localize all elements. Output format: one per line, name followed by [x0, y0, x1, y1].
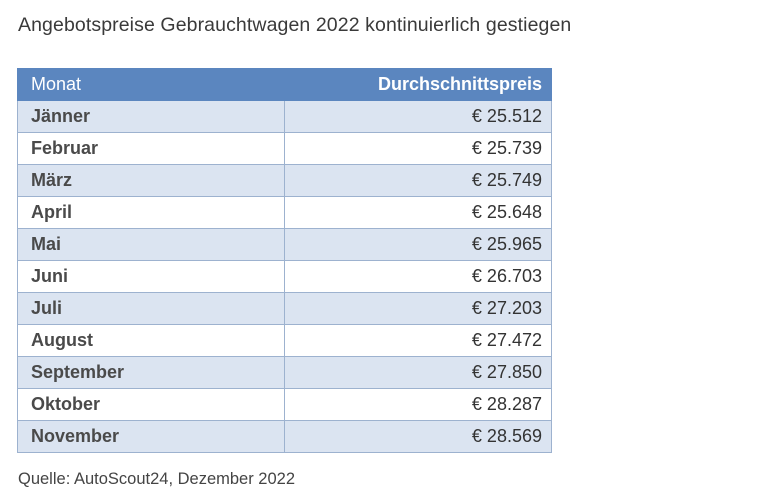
price-cell: € 27.472	[284, 324, 552, 357]
chart-title: Angebotspreise Gebrauchtwagen 2022 konti…	[18, 14, 572, 36]
column-header-month: Monat	[17, 68, 285, 101]
price-cell: € 27.850	[284, 356, 552, 389]
table-row: Februar € 25.739	[17, 132, 552, 165]
table-header-row: Monat Durchschnittspreis	[17, 68, 552, 101]
table-row: März € 25.749	[17, 164, 552, 197]
table-row: Oktober € 28.287	[17, 388, 552, 421]
table-row: Jänner € 25.512	[17, 100, 552, 133]
price-cell: € 28.287	[284, 388, 552, 421]
price-cell: € 25.739	[284, 132, 552, 165]
table-row: September € 27.850	[17, 356, 552, 389]
month-cell: Oktober	[17, 388, 285, 421]
table-row: Mai € 25.965	[17, 228, 552, 261]
month-cell: August	[17, 324, 285, 357]
month-cell: Mai	[17, 228, 285, 261]
table-body: Jänner € 25.512 Februar € 25.739 März € 25.74…	[17, 100, 552, 453]
price-cell: € 25.965	[284, 228, 552, 261]
price-cell: € 25.749	[284, 164, 552, 197]
price-cell: € 25.512	[284, 100, 552, 133]
price-cell: € 25.648	[284, 196, 552, 229]
month-cell: März	[17, 164, 285, 197]
table-row: April € 25.648	[17, 196, 552, 229]
price-cell: € 28.569	[284, 420, 552, 453]
price-cell: € 26.703	[284, 260, 552, 293]
price-cell: € 27.203	[284, 292, 552, 325]
month-cell: Februar	[17, 132, 285, 165]
month-cell: Juni	[17, 260, 285, 293]
table-row: November € 28.569	[17, 420, 552, 453]
table-row: Juni € 26.703	[17, 260, 552, 293]
month-cell: Jänner	[17, 100, 285, 133]
price-table: Monat Durchschnittspreis Jänner € 25.512 F…	[17, 68, 552, 453]
month-cell: September	[17, 356, 285, 389]
column-header-price: Durchschnittspreis	[284, 68, 552, 101]
table-row: August € 27.472	[17, 324, 552, 357]
month-cell: Juli	[17, 292, 285, 325]
table-row: Juli € 27.203	[17, 292, 552, 325]
month-cell: November	[17, 420, 285, 453]
source-note: Quelle: AutoScout24, Dezember 2022	[18, 470, 296, 488]
month-cell: April	[17, 196, 285, 229]
